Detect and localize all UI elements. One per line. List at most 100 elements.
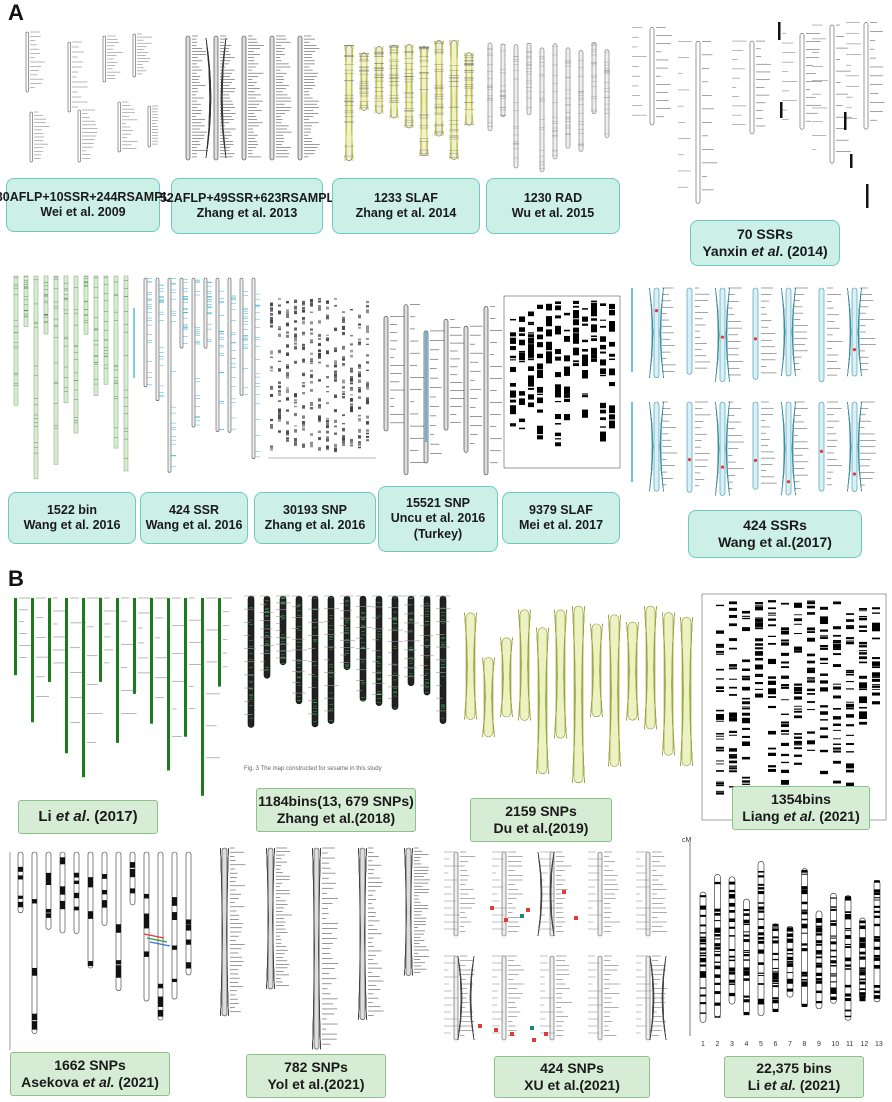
map-thumbnail-mei-2017 bbox=[502, 294, 622, 484]
map-thumbnail-yanxin-2014 bbox=[630, 14, 886, 224]
citation-author: Liang bbox=[742, 808, 784, 824]
map-label-zhang-2018: 1184bins(13, 679 SNPs) Zhang et al.(2018… bbox=[256, 788, 416, 832]
citation: Wang et al.(2017) bbox=[718, 534, 832, 550]
map-thumbnail-zhang-2013 bbox=[180, 30, 320, 170]
linkage-map-graphic bbox=[503, 295, 621, 469]
map-label-wei-2009: 30AFLP+10SSR+244RSAMPL Wei et al. 2009 bbox=[0, 178, 170, 232]
citation-et-al: et al bbox=[55, 807, 86, 825]
linkage-map-graphic bbox=[632, 22, 885, 208]
map-thumbnail-uncu-2016 bbox=[378, 292, 502, 488]
linkage-map-graphic bbox=[464, 605, 693, 784]
chromosome-label: 6 bbox=[774, 1041, 778, 1048]
marker-count: 424 SNPs bbox=[540, 1059, 604, 1076]
citation: Zhang et al. 2014 bbox=[355, 206, 457, 220]
chromosome-label: 1 bbox=[701, 1041, 705, 1048]
marker-count: 15521 SNP bbox=[406, 496, 470, 511]
linkage-map-graphic bbox=[220, 847, 430, 1050]
citation-year: (2021) bbox=[114, 1074, 159, 1090]
citation: Mei et al. 2017 bbox=[518, 518, 604, 532]
citation: Asekova et al. (2021) bbox=[21, 1074, 159, 1091]
chromosome-label: 9 bbox=[817, 1041, 821, 1048]
map-label-asekova-2021: 1662 SNPs Asekova et al. (2021) bbox=[10, 1052, 170, 1096]
linkage-map-graphic bbox=[383, 304, 502, 476]
figure-caption: Fig. 3 The map constructed for sesame in… bbox=[244, 766, 382, 772]
citation: Li et al. (2021) bbox=[748, 1077, 841, 1094]
chromosome-label: 3 bbox=[730, 1041, 734, 1048]
map-thumbnail-wang-2016-ssr bbox=[138, 268, 266, 484]
map-thumbnail-du-2019 bbox=[460, 596, 696, 796]
country-note: (Turkey) bbox=[413, 526, 463, 541]
chromosome-label: 12 bbox=[861, 1041, 869, 1048]
citation-et-al: et al. bbox=[82, 1074, 115, 1090]
marker-count: 782 SNPs bbox=[284, 1058, 348, 1075]
citation: Yol et al.(2021) bbox=[267, 1076, 365, 1092]
citation: Wei et al. 2009 bbox=[40, 205, 126, 219]
map-label-li-2017: Li et al. (2017) bbox=[18, 800, 158, 834]
marker-count: 1230 RAD bbox=[523, 190, 583, 205]
map-thumbnail-asekova-2021 bbox=[4, 838, 214, 1056]
linkage-map-graphic bbox=[444, 851, 668, 1042]
map-thumbnail-wu-2015 bbox=[482, 32, 622, 182]
citation-et-al: et al. bbox=[764, 1077, 796, 1093]
citation: Wu et al. 2015 bbox=[511, 206, 595, 220]
marker-count: 2159 SNPs bbox=[505, 802, 577, 819]
citation-et-al: et al bbox=[751, 243, 780, 259]
chromosome-label: 10 bbox=[832, 1041, 840, 1048]
map-thumbnail-wei-2009 bbox=[8, 22, 158, 170]
citation: Liang et al. (2021) bbox=[742, 808, 860, 825]
map-thumbnail-wang-2017 bbox=[624, 282, 888, 510]
map-thumbnail-li-2021: cM 1 2 3 4 5 6 7 8 9 10 11 12 13 bbox=[672, 832, 890, 1054]
map-label-wu-2015: 1230 RAD Wu et al. 2015 bbox=[486, 178, 620, 234]
citation-year: . (2014) bbox=[779, 243, 828, 259]
linkage-map-graphic bbox=[143, 277, 260, 473]
map-thumbnail-xu-2021 bbox=[444, 846, 692, 1056]
chromosome-label: 11 bbox=[846, 1041, 853, 1048]
map-label-li-2021: 22,375 bins Li et al. (2021) bbox=[724, 1056, 864, 1098]
linkage-map-graphic bbox=[268, 298, 376, 459]
map-label-wang-2016-ssr: 424 SSR Wang et al. 2016 bbox=[140, 492, 248, 544]
map-label-mei-2017: 9379 SLAF Mei et al. 2017 bbox=[502, 492, 620, 544]
linkage-map-graphic: Fig. 3 The map constructed for sesame in… bbox=[244, 595, 451, 772]
citation-author: Asekova bbox=[21, 1074, 83, 1090]
marker-count: 22,375 bins bbox=[756, 1059, 832, 1076]
citation-author: Li bbox=[38, 807, 56, 825]
citation-year: . (2021) bbox=[811, 808, 860, 824]
marker-count: 30193 SNP bbox=[283, 502, 347, 517]
citation-year: . (2017) bbox=[85, 807, 138, 825]
linkage-map-graphic bbox=[9, 851, 192, 1050]
citation-author: Li bbox=[747, 1077, 765, 1093]
map-label-wang-2017: 424 SSRs Wang et al.(2017) bbox=[688, 510, 862, 558]
map-label-xu-2021: 424 SNPs XU et al.(2021) bbox=[494, 1056, 650, 1098]
marker-count: 424 SSR bbox=[168, 502, 220, 517]
marker-count: 1233 SLAF bbox=[374, 190, 438, 205]
map-label-zhang-2013: 52AFLP+49SSR+623RSAMPL Zhang et al. 2013 bbox=[160, 178, 334, 234]
panel-label-b: B bbox=[8, 566, 24, 591]
marker-count: 9379 SLAF bbox=[529, 502, 593, 517]
marker-count: 52AFLP+49SSR+623RSAMPL bbox=[159, 190, 335, 205]
citation: Zhang et al. 2013 bbox=[196, 206, 298, 220]
map-thumbnail-zhang-2014 bbox=[340, 30, 480, 180]
marker-count: 1522 bin bbox=[46, 502, 98, 517]
linkage-map-graphic bbox=[14, 597, 233, 796]
chromosome-label: 4 bbox=[745, 1041, 749, 1048]
citation: Uncu et al. 2016 bbox=[390, 511, 486, 526]
citation: Li et al. (2017) bbox=[38, 808, 137, 826]
linkage-map-graphic bbox=[487, 42, 610, 173]
linkage-map-graphic: cM1 2 3 4 5 6 7 8 9 10 11 12 13 bbox=[682, 837, 883, 1048]
citation: Wang et al. 2016 bbox=[145, 518, 243, 532]
map-label-du-2019: 2159 SNPs Du et al.(2019) bbox=[470, 798, 612, 842]
marker-count: 1184bins(13, 679 SNPs) bbox=[258, 792, 414, 809]
marker-count: 1662 SNPs bbox=[54, 1056, 126, 1073]
axis-label: cM bbox=[682, 837, 692, 844]
linkage-map-graphic bbox=[701, 593, 887, 821]
chromosome-label: 7 bbox=[788, 1041, 792, 1048]
citation: XU et al.(2021) bbox=[524, 1077, 620, 1093]
citation: Du et al.(2019) bbox=[493, 820, 589, 836]
map-label-uncu-2016: 15521 SNP Uncu et al. 2016 (Turkey) bbox=[378, 486, 498, 552]
map-label-yol-2021: 782 SNPs Yol et al.(2021) bbox=[246, 1054, 386, 1098]
citation: Yanxin et al. (2014) bbox=[702, 243, 827, 260]
map-label-yanxin-2014: 70 SSRs Yanxin et al. (2014) bbox=[690, 220, 840, 266]
citation-year: (2021) bbox=[795, 1077, 841, 1093]
map-thumbnail-zhang-2018: Fig. 3 The map constructed for sesame in… bbox=[240, 592, 460, 774]
chromosome-label: 8 bbox=[803, 1041, 807, 1048]
